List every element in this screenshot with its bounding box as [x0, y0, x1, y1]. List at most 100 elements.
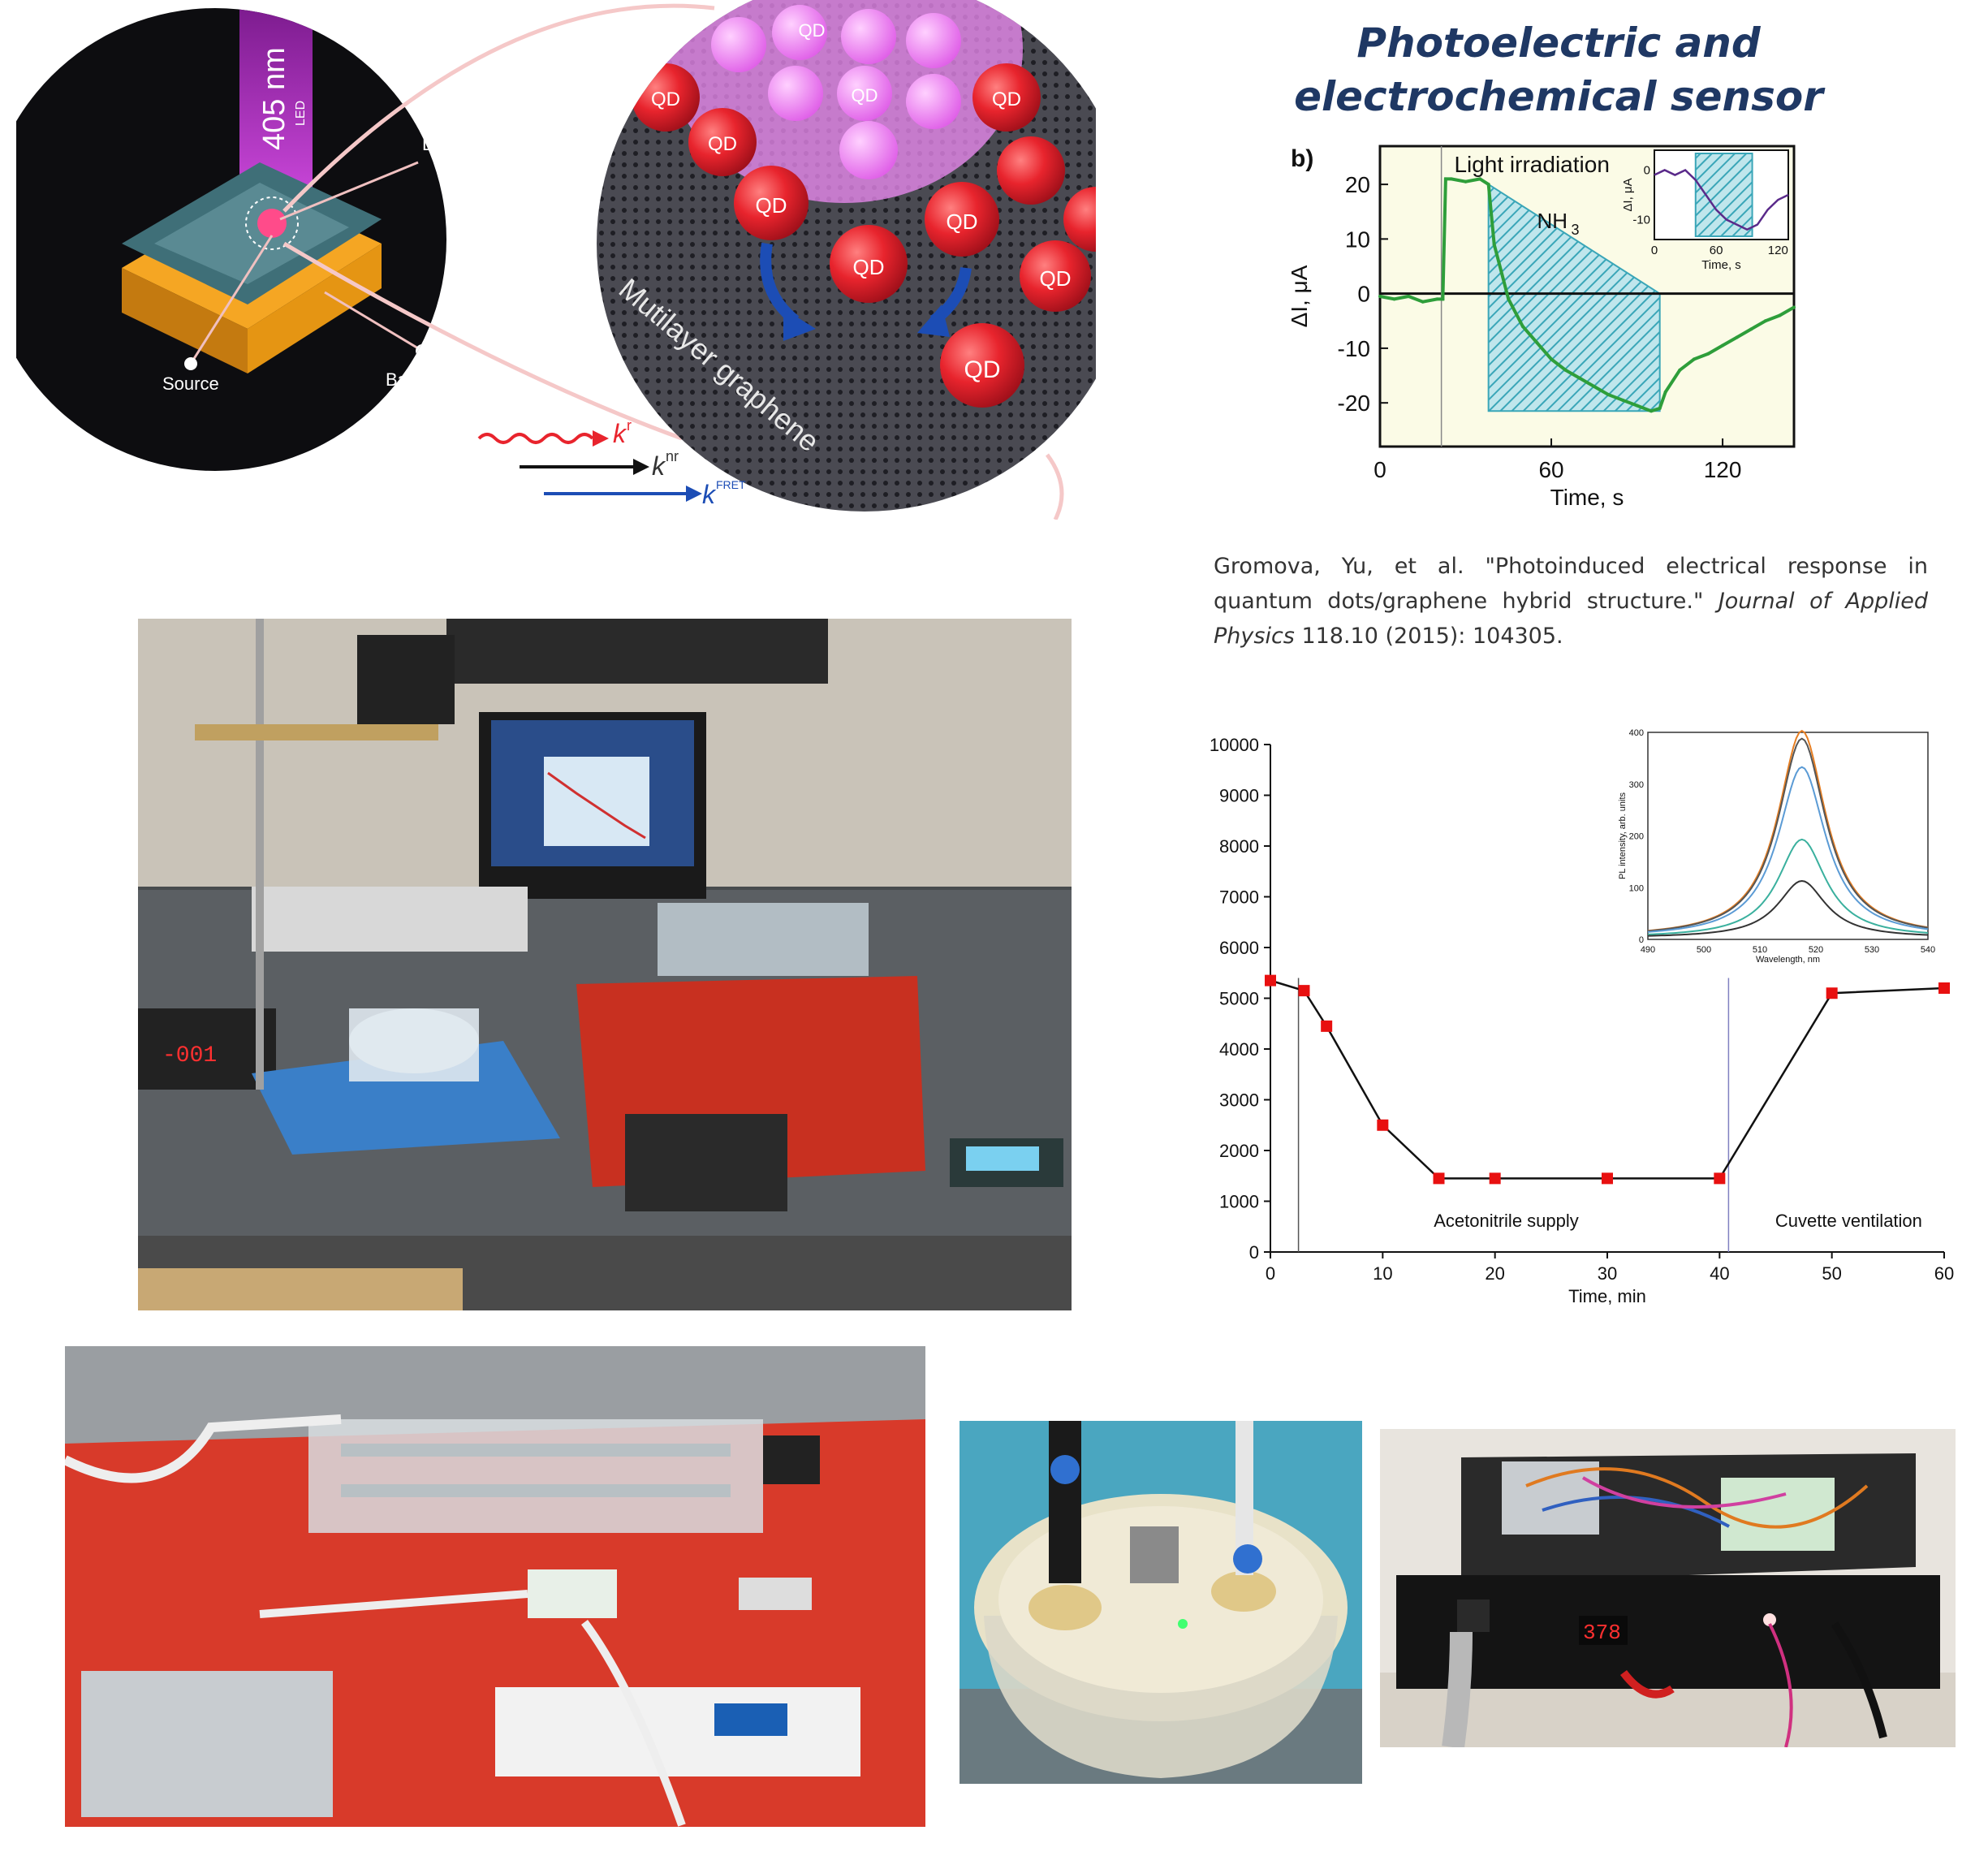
pl-data-point: [1714, 1172, 1726, 1185]
photocurrent-point: [1435, 297, 1439, 301]
inset-x-tick-label: 490: [1641, 945, 1655, 955]
inset-spectrum: [1647, 766, 1929, 933]
citation-authors: Gromova, Yu, et al. "Photoinduced electr…: [1214, 554, 1928, 614]
photocurrent-point: [1520, 325, 1524, 328]
photocurrent-point: [1635, 404, 1639, 408]
photocurrent-point: [1792, 305, 1796, 309]
inset-y-axis-label: ΔI, μA: [1621, 178, 1635, 211]
light-irradiation-label: Light irradiation: [1454, 152, 1609, 177]
inset-y-tick-label: 0: [1644, 163, 1650, 177]
page-title: Photoelectric and electrochemical sensor: [1266, 16, 1851, 123]
photocurrent-point: [1578, 376, 1582, 380]
photocurrent-point: [1735, 335, 1739, 339]
kfret-label: k: [702, 480, 717, 509]
y-tick-label: 7000: [1219, 887, 1259, 908]
photocurrent-point: [1421, 300, 1425, 304]
qd-label-10: QD: [964, 356, 1001, 383]
photocurrent-point: [1663, 390, 1667, 394]
kr-sup: r: [627, 417, 632, 434]
photocurrent-point: [1449, 177, 1453, 181]
photocurrent-point: [1620, 398, 1624, 402]
photocurrent-point: [1592, 385, 1596, 388]
title-line-2: electrochemical sensor: [1294, 73, 1823, 120]
photocurrent-point: [1507, 297, 1511, 301]
inset-plot-area: [1647, 732, 1929, 940]
electronics-box-photo: 378: [1380, 1429, 1956, 1747]
photocurrent-point: [1492, 243, 1496, 247]
cuvette-ventilation-label: Cuvette ventilation: [1775, 1211, 1922, 1231]
svg-text:-001: -001: [162, 1043, 217, 1068]
y-tick-label: 3000: [1219, 1090, 1259, 1111]
photocurrent-chart-svg: -20 -10 0 10 20 0 60 120 Time, s ΔI, μA b) Light ir…: [1287, 145, 1796, 510]
acetonitrile-supply-label: Acetonitrile supply: [1434, 1211, 1579, 1231]
photocurrent-point: [1606, 393, 1611, 397]
photocurrent-point: [1443, 177, 1447, 181]
qd-particles: [632, 5, 1096, 408]
inset-x-tick-label: 540: [1921, 945, 1935, 955]
inset-spectrum: [1647, 879, 1929, 937]
inset-series: [1654, 168, 1789, 231]
photocurrent-point: [1706, 352, 1710, 356]
x-tick-label: 60: [1538, 457, 1563, 482]
y-tick-label: 4000: [1219, 1039, 1259, 1060]
qd-label-6: QD: [756, 193, 787, 218]
y-tick-label: 6000: [1219, 938, 1259, 958]
photocurrent-point: [1678, 368, 1682, 372]
x-tick-label: 60: [1934, 1263, 1954, 1284]
led-label: 405 nm: [257, 47, 291, 150]
inset-y-tick-label: 0: [1639, 935, 1644, 945]
inset-x-tick-label: 500: [1697, 945, 1711, 955]
y-tick-label: 1000: [1219, 1192, 1259, 1212]
citation-rest: 118.10 (2015): 104305.: [1294, 624, 1563, 649]
qd-label-2: QD: [852, 85, 878, 106]
x-tick-label: 0: [1373, 457, 1386, 482]
inset-y-tick-label: 100: [1629, 883, 1644, 893]
kr-arrow: [477, 433, 594, 444]
photocurrent-point: [1721, 343, 1725, 348]
pl-data-point: [1602, 1172, 1613, 1185]
inset-y-tick-label: 400: [1629, 728, 1644, 738]
inset-y-tick-label: 200: [1629, 832, 1644, 842]
photocurrent-point: [1649, 409, 1654, 413]
pl-data-point: [1321, 1020, 1333, 1032]
pl-intensity-chart-svg: 0100020003000400050006000700080009000100…: [1210, 728, 1954, 1306]
y-tick-label: 0: [1357, 282, 1370, 307]
photocurrent-point: [1392, 297, 1396, 301]
pl-intensity-chart: 0 1000 2000 3000 4000 5000 6000 7000 8000 9000 100…: [1169, 714, 1964, 1323]
citation: Gromova, Yu, et al. "Photoinduced electr…: [1214, 549, 1928, 654]
inset-x-tick-label: 510: [1753, 945, 1767, 955]
zoom-line-top: [282, 3, 715, 213]
knr-sup: nr: [666, 448, 679, 464]
photocurrent-point: [1441, 297, 1445, 301]
nh3-region: [1487, 183, 1661, 412]
photocurrent-point: [1778, 313, 1782, 317]
pl-data-point: [1489, 1172, 1501, 1185]
inset-x-axis-label: Time, s: [1701, 258, 1741, 272]
photocurrent-point: [1478, 177, 1482, 181]
citation-journal: Journal of Applied Physics: [1214, 589, 1928, 649]
schematic-svg: 405 nm LED Drain Source Backgate: [16, 0, 1096, 520]
photocurrent-series: [1379, 177, 1795, 413]
qd-label-1: QD: [799, 20, 826, 41]
pl-data-point: [1433, 1172, 1445, 1185]
source-label: Source: [162, 373, 219, 394]
pl-data-point: [1377, 1119, 1389, 1131]
y-tick-label: 0: [1249, 1242, 1259, 1263]
kfret-sup: FRET: [716, 478, 746, 491]
y-tick-label: -20: [1338, 391, 1370, 416]
y-axis-label: ΔI, μA: [1287, 265, 1312, 327]
inset-y-axis-label: PL intensity, arb. units: [1618, 792, 1628, 879]
pl-series-line: [1270, 979, 1945, 1180]
pl-data-point: [1298, 985, 1310, 997]
title-line-1: Photoelectric and: [1356, 19, 1761, 67]
syringe-pump-photo: [65, 1346, 925, 1827]
drain-label: Drain: [422, 134, 465, 154]
qd-label-7: QD: [947, 209, 978, 234]
y-tick-label: -10: [1338, 336, 1370, 361]
y-tick-label: 10: [1345, 227, 1370, 252]
svg-text:378: 378: [1583, 1621, 1621, 1645]
kr-label: k: [613, 419, 627, 448]
y-tick-label: 8000: [1219, 836, 1259, 857]
sensor-cell-photo: [960, 1421, 1362, 1784]
y-tick-label: 9000: [1219, 786, 1259, 806]
